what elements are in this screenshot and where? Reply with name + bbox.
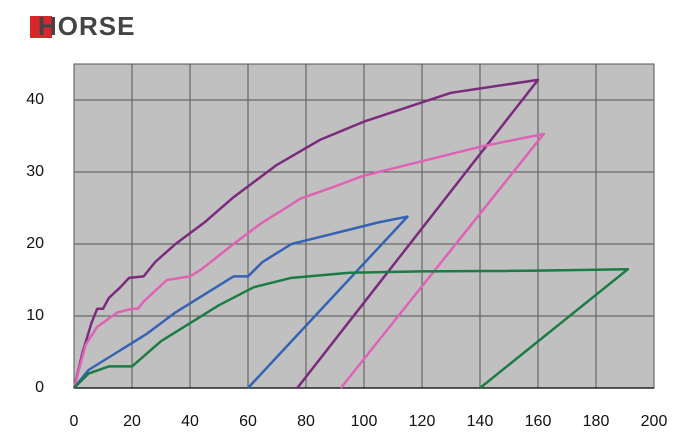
y-tick-label: 40 [26, 91, 44, 108]
x-tick-label: 60 [239, 413, 257, 430]
x-tick-label: 160 [525, 413, 552, 430]
x-tick-label: 180 [583, 413, 610, 430]
series-line [73, 215, 409, 389]
logo-icon [30, 16, 52, 38]
y-tick-label: 0 [35, 379, 44, 396]
x-tick-label: 20 [123, 413, 141, 430]
y-tick-label: 30 [26, 163, 44, 180]
x-tick-label: 100 [351, 413, 378, 430]
x-tick-label: 200 [641, 413, 668, 430]
series-line [73, 267, 630, 389]
y-tick-label: 10 [26, 307, 44, 324]
x-tick-label: 40 [181, 413, 199, 430]
x-tick-label: 120 [409, 413, 436, 430]
logo-text: HORSE [38, 11, 135, 41]
x-tick-label: 80 [297, 413, 315, 430]
x-tick-label: 140 [467, 413, 494, 430]
series-line [72, 78, 540, 389]
series-line [72, 132, 546, 389]
x-tick-label: 0 [70, 413, 79, 430]
y-tick-label: 20 [26, 235, 44, 252]
